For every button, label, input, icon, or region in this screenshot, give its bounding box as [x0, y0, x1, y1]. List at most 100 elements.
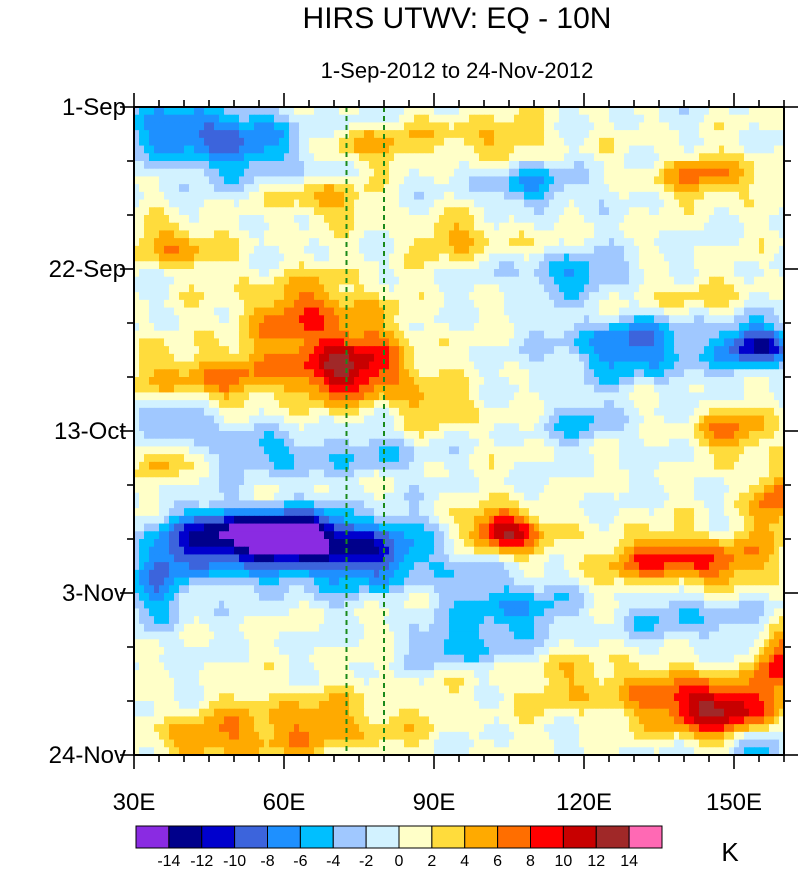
heatmap-cell — [739, 161, 745, 170]
heatmap-cell — [164, 176, 170, 185]
heatmap-cell — [629, 130, 635, 139]
heatmap-cell — [674, 346, 680, 355]
heatmap-cell — [449, 168, 455, 178]
heatmap-cell — [774, 191, 780, 201]
heatmap-cell — [144, 392, 150, 401]
heatmap-cell — [544, 222, 550, 232]
heatmap-cell — [434, 330, 440, 340]
heatmap-cell — [494, 338, 500, 347]
heatmap-cell — [144, 338, 150, 347]
heatmap-cell — [684, 222, 690, 232]
heatmap-cell — [634, 245, 640, 255]
heatmap-cell — [599, 222, 605, 232]
heatmap-cell — [649, 114, 655, 124]
heatmap-cell — [314, 161, 320, 170]
heatmap-cell — [534, 315, 540, 324]
heatmap-cell — [434, 315, 440, 324]
heatmap-cell — [349, 307, 355, 316]
heatmap-cell — [249, 215, 255, 224]
heatmap-cell — [239, 346, 245, 355]
heatmap-cell — [504, 353, 510, 363]
heatmap-cell — [459, 161, 465, 170]
heatmap-cell — [689, 315, 695, 324]
heatmap-cell — [354, 276, 360, 286]
heatmap-cell — [509, 107, 515, 116]
heatmap-cell — [614, 299, 620, 309]
heatmap-cell — [679, 346, 685, 355]
heatmap-cell — [479, 122, 485, 131]
heatmap-cell — [659, 392, 665, 401]
heatmap-cell — [639, 137, 645, 147]
heatmap-cell — [519, 176, 525, 185]
heatmap-cell — [469, 292, 475, 301]
heatmap-cell — [559, 338, 565, 347]
heatmap-cell — [724, 361, 730, 370]
heatmap-cell — [544, 238, 550, 247]
heatmap-cell — [609, 369, 615, 378]
heatmap-cell — [149, 130, 155, 139]
heatmap-cell — [374, 245, 380, 255]
heatmap-cell — [429, 346, 435, 355]
heatmap-cell — [404, 176, 410, 185]
heatmap-cell — [244, 114, 250, 124]
heatmap-cell — [399, 284, 405, 293]
heatmap-cell — [529, 184, 535, 193]
heatmap-cell — [399, 261, 405, 270]
heatmap-cell — [149, 191, 155, 201]
heatmap-cell — [334, 323, 340, 332]
heatmap-cell — [584, 245, 590, 255]
heatmap-cell — [134, 184, 140, 193]
heatmap-cell — [544, 130, 550, 139]
heatmap-cell — [519, 191, 525, 201]
heatmap-cell — [404, 361, 410, 370]
heatmap-cell — [544, 338, 550, 347]
heatmap-cell — [599, 261, 605, 270]
heatmap-cell — [734, 107, 740, 116]
heatmap-cell — [434, 353, 440, 363]
heatmap-cell — [769, 361, 775, 370]
heatmap-cell — [619, 107, 625, 116]
heatmap-cell — [349, 176, 355, 185]
heatmap-cell — [384, 269, 390, 278]
heatmap-cell — [189, 338, 195, 347]
heatmap-cell — [549, 299, 555, 309]
heatmap-cell — [589, 153, 595, 162]
heatmap-cell — [519, 199, 525, 208]
heatmap-cell — [524, 215, 530, 224]
heatmap-cell — [734, 130, 740, 139]
heatmap-cell — [174, 245, 180, 255]
heatmap-cell — [509, 199, 515, 208]
heatmap-cell — [314, 130, 320, 139]
heatmap-cell — [359, 307, 365, 316]
heatmap-cell — [599, 353, 605, 363]
heatmap-cell — [359, 284, 365, 293]
heatmap-cell — [574, 315, 580, 324]
heatmap-cell — [514, 307, 520, 316]
heatmap-cell — [479, 284, 485, 293]
heatmap-cell — [644, 269, 650, 278]
heatmap-cell — [584, 307, 590, 316]
heatmap-cell — [284, 330, 290, 340]
heatmap-cell — [394, 137, 400, 147]
heatmap-cell — [154, 253, 160, 262]
heatmap-cell — [209, 276, 215, 286]
heatmap-cell — [414, 168, 420, 178]
heatmap-cell — [569, 269, 575, 278]
heatmap-cell — [174, 261, 180, 270]
heatmap-cell — [304, 284, 310, 293]
heatmap-cell — [744, 161, 750, 170]
heatmap-cell — [164, 161, 170, 170]
heatmap-cell — [504, 292, 510, 301]
heatmap-cell — [489, 199, 495, 208]
heatmap-cell — [739, 361, 745, 370]
heatmap-cell — [569, 276, 575, 286]
heatmap-cell — [434, 369, 440, 378]
heatmap-cell — [239, 222, 245, 232]
heatmap-cell — [264, 168, 270, 178]
heatmap-cell — [269, 361, 275, 370]
heatmap-cell — [249, 137, 255, 147]
heatmap-cell — [684, 107, 690, 116]
heatmap-cell — [699, 315, 705, 324]
heatmap-cell — [549, 145, 555, 154]
heatmap-cell — [689, 361, 695, 370]
